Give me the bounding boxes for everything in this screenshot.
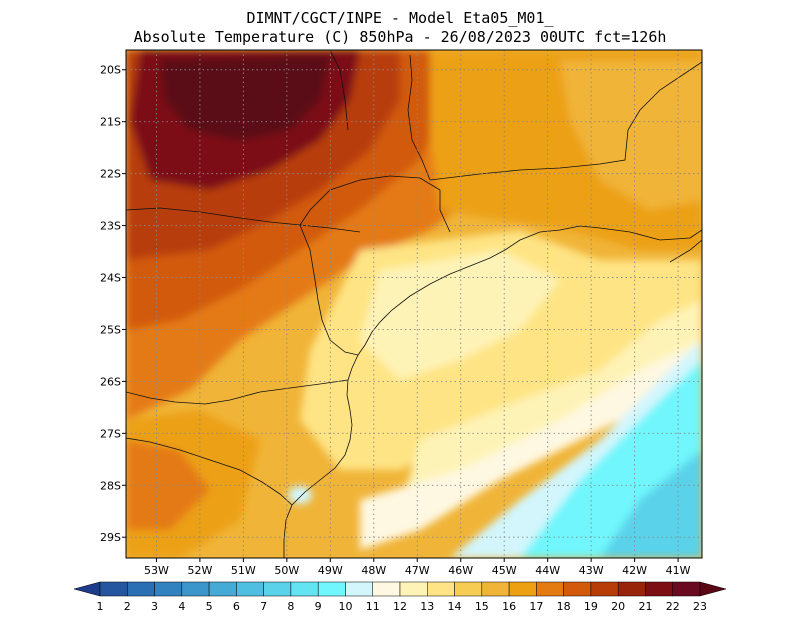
colorbar-label: 12 xyxy=(393,600,407,613)
colorbar-segment xyxy=(399,581,428,597)
colorbar-label: 5 xyxy=(206,600,213,613)
colorbar-segment xyxy=(99,581,128,597)
colorbar-label: 19 xyxy=(584,600,598,613)
lon-label: 44W xyxy=(535,564,560,577)
lat-label: 26S xyxy=(100,375,121,388)
colorbar-segment xyxy=(427,581,455,597)
colorbar-label: 4 xyxy=(178,600,185,613)
map-frame xyxy=(125,49,703,559)
colorbar-label: 13 xyxy=(420,600,434,613)
colorbar-segment xyxy=(236,581,264,597)
colorbar-arrow-low xyxy=(73,581,101,597)
colorbar-segment xyxy=(536,581,564,597)
colorbar-label: 11 xyxy=(366,600,380,613)
lat-label: 29S xyxy=(100,531,121,544)
colorbar-label: 7 xyxy=(260,600,267,613)
colorbar-label: 18 xyxy=(557,600,571,613)
lon-label: 51W xyxy=(231,564,256,577)
colorbar-segment xyxy=(345,581,373,597)
colorbar-segment xyxy=(481,581,510,597)
colorbar-segment xyxy=(672,581,701,597)
colorbar-segment xyxy=(263,581,292,597)
lat-label: 22S xyxy=(100,168,121,181)
colorbar-segment xyxy=(563,581,592,597)
map-title-line1: DIMNT/CGCT/INPE - Model Eta05_M01_ xyxy=(246,9,554,27)
lon-label: 42W xyxy=(622,564,647,577)
lat-label: 24S xyxy=(100,272,121,285)
colorbar-segment xyxy=(645,581,673,597)
coastline xyxy=(126,50,702,558)
colorbar-label: 3 xyxy=(151,600,158,613)
lon-label: 48W xyxy=(361,564,386,577)
temperature-field xyxy=(126,50,702,558)
colorbar-label: 21 xyxy=(638,600,652,613)
colorbar-segment xyxy=(508,581,537,597)
lat-label: 28S xyxy=(100,479,121,492)
colorbar-segment xyxy=(372,581,401,597)
lon-label: 43W xyxy=(579,564,604,577)
lat-label: 20S xyxy=(100,64,121,77)
lon-label: 46W xyxy=(448,564,473,577)
map-title-line2: Absolute Temperature (C) 850hPa - 26/08/… xyxy=(133,28,667,46)
lat-label: 27S xyxy=(100,427,121,440)
colorbar xyxy=(73,581,727,597)
lat-label: 23S xyxy=(100,220,121,233)
colorbar-segment xyxy=(181,581,210,597)
colorbar-label: 15 xyxy=(475,600,489,613)
lon-label: 49W xyxy=(318,564,343,577)
lat-label: 21S xyxy=(100,116,121,129)
lat-lon-grid xyxy=(126,50,702,558)
colorbar-segment xyxy=(317,581,346,597)
colorbar-label: 20 xyxy=(611,600,625,613)
lat-label: 25S xyxy=(100,323,121,336)
colorbar-label: 17 xyxy=(529,600,543,613)
colorbar-label: 6 xyxy=(233,600,240,613)
colorbar-label: 23 xyxy=(693,600,707,613)
colorbar-segment xyxy=(290,581,319,597)
colorbar-segment xyxy=(454,581,483,597)
lon-label: 41W xyxy=(666,564,691,577)
colorbar-label: 8 xyxy=(287,600,294,613)
colorbar-segment xyxy=(617,581,646,597)
colorbar-label: 2 xyxy=(124,600,131,613)
colorbar-segment xyxy=(154,581,183,597)
colorbar-label: 9 xyxy=(315,600,322,613)
colorbar-arrow-high xyxy=(699,581,727,597)
colorbar-segment xyxy=(127,581,155,597)
lon-label: 52W xyxy=(187,564,212,577)
colorbar-segment xyxy=(208,581,237,597)
colorbar-label: 10 xyxy=(338,600,352,613)
lon-label: 45W xyxy=(492,564,517,577)
colorbar-label: 22 xyxy=(666,600,680,613)
colorbar-segment xyxy=(590,581,619,597)
colorbar-label: 14 xyxy=(448,600,462,613)
colorbar-label: 1 xyxy=(97,600,104,613)
lon-label: 47W xyxy=(405,564,430,577)
colorbar-label: 16 xyxy=(502,600,516,613)
lon-label: 53W xyxy=(144,564,169,577)
lon-label: 50W xyxy=(274,564,299,577)
